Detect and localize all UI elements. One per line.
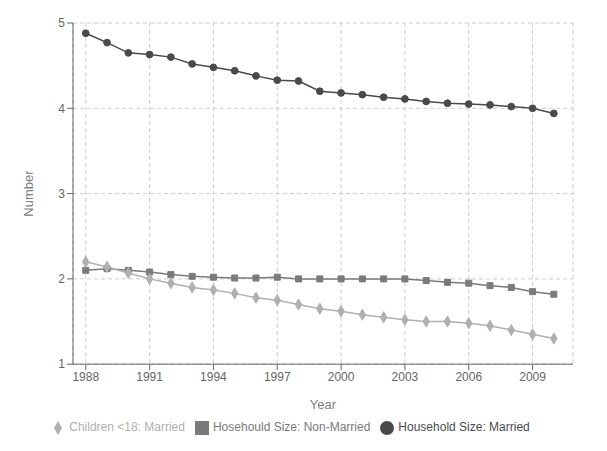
svg-text:1988: 1988 — [72, 370, 99, 384]
svg-text:1997: 1997 — [264, 370, 291, 384]
svg-text:4: 4 — [58, 102, 65, 116]
html-text:Household Size: Married: Household Size: Married — [398, 420, 530, 435]
svg-text:1991: 1991 — [136, 370, 163, 384]
svg-text:5: 5 — [58, 16, 65, 30]
svg-text:3: 3 — [58, 187, 65, 201]
svg-text:Number: Number — [21, 170, 36, 217]
html-text:Children <18: Married: Children <18: Married — [69, 420, 185, 435]
svg-text:1: 1 — [58, 357, 65, 371]
html-text:Hosehould Size: Non-Married: Hosehould Size: Non-Married — [213, 420, 371, 435]
svg-text:2: 2 — [58, 272, 65, 286]
svg-text:2003: 2003 — [392, 370, 419, 384]
svg-text:2006: 2006 — [455, 370, 482, 384]
svg-text:2009: 2009 — [519, 370, 546, 384]
svg-text:Year: Year — [310, 397, 337, 412]
svg-text:2000: 2000 — [328, 370, 355, 384]
svg-text:1994: 1994 — [200, 370, 227, 384]
